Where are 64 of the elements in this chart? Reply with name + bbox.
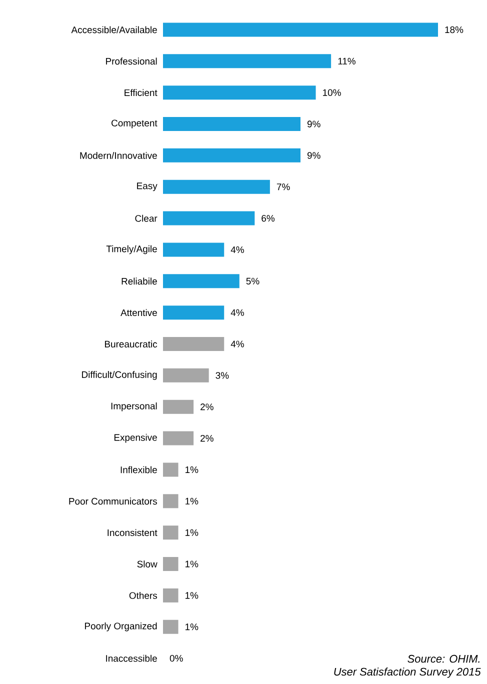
data-label: 4% [230, 309, 244, 316]
data-label: 6% [262, 214, 275, 222]
y-tick-label: Others [129, 592, 158, 599]
data-label: 11% [338, 58, 356, 64]
data-label: 0% [170, 654, 183, 662]
bar [163, 400, 194, 414]
data-label: 1% [186, 466, 198, 474]
y-tick-label: Poorly Organized [85, 622, 157, 632]
annotation: User Satisfaction Survey 2015 [334, 668, 481, 678]
data-label: 1% [186, 592, 198, 599]
data-label: 4% [230, 340, 244, 348]
data-label: 10% [323, 89, 341, 96]
data-label: 3% [216, 372, 229, 379]
data-label: 1% [186, 498, 198, 504]
data-label: 5% [246, 278, 260, 284]
bar [163, 54, 332, 68]
data-label: 2% [200, 404, 214, 410]
data-label: 18% [445, 26, 464, 34]
data-label: 1% [186, 560, 198, 568]
y-tick-label: Difficult/Confusing [82, 371, 157, 380]
bar [163, 117, 300, 132]
data-label: 1% [186, 529, 198, 536]
bar [163, 306, 224, 320]
y-tick-label: Attentive [120, 309, 157, 316]
data-label: 9% [307, 120, 320, 128]
bar [163, 22, 438, 37]
y-tick-label: Inflexible [120, 466, 157, 474]
bar [163, 557, 178, 572]
bar [163, 211, 255, 226]
y-tick-label: Inaccessible [106, 654, 157, 662]
y-tick-label: Easy [137, 182, 158, 192]
y-tick-label: Accessible/Available [71, 26, 157, 34]
y-tick-label: Bureaucratic [105, 340, 158, 348]
y-tick-label: Efficient [124, 89, 158, 96]
y-tick-label: Expensive [114, 434, 157, 443]
data-label: 2% [200, 434, 214, 442]
y-tick-label: Reliabile [122, 278, 157, 285]
y-tick-label: Competent [112, 120, 158, 128]
y-tick-label: Timely/Agile [106, 245, 157, 254]
bar [163, 431, 194, 446]
y-tick-label: Poor Communicators [69, 498, 157, 505]
y-tick-label: Clear [135, 214, 158, 222]
bar [163, 242, 224, 257]
bar [163, 462, 178, 477]
y-tick-label: Modern/Innovative [80, 152, 157, 159]
bar [163, 526, 178, 540]
data-label: 4% [230, 246, 244, 254]
bar [163, 274, 240, 288]
bar [163, 148, 300, 162]
data-label: 9% [307, 152, 320, 159]
bar [163, 494, 178, 508]
y-tick-label: Impersonal [111, 402, 157, 412]
bar [163, 588, 178, 602]
data-label: 7% [276, 184, 290, 190]
bar [163, 620, 178, 634]
y-tick-label: Inconsistent [108, 529, 158, 536]
bar [163, 368, 209, 382]
bar [163, 180, 270, 194]
annotation: Source: OHIM. [408, 654, 480, 663]
bar [163, 337, 224, 352]
bar [163, 86, 316, 100]
y-tick-label: Professional [106, 58, 157, 65]
data-label: 1% [186, 624, 198, 630]
y-tick-label: Slow [137, 560, 158, 568]
